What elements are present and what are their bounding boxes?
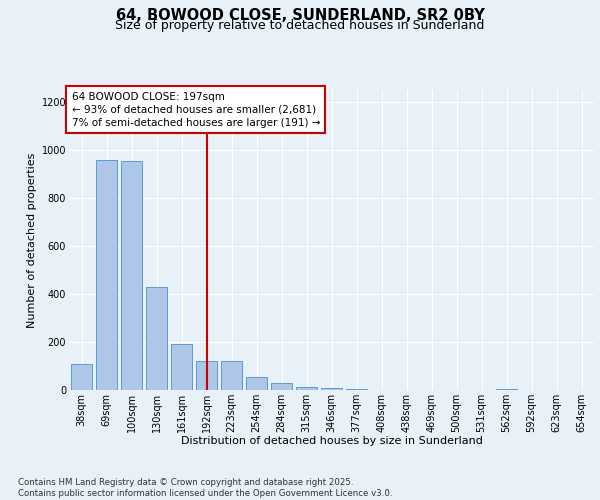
Bar xyxy=(196,361,217,390)
Bar xyxy=(121,161,142,390)
Text: Size of property relative to detached houses in Sunderland: Size of property relative to detached ho… xyxy=(115,19,485,32)
Text: 64 BOWOOD CLOSE: 197sqm
← 93% of detached houses are smaller (2,681)
7% of semi-: 64 BOWOOD CLOSE: 197sqm ← 93% of detache… xyxy=(71,92,320,128)
Bar xyxy=(171,344,192,390)
Text: Contains HM Land Registry data © Crown copyright and database right 2025.
Contai: Contains HM Land Registry data © Crown c… xyxy=(18,478,392,498)
Bar xyxy=(271,384,292,390)
Bar xyxy=(146,287,167,390)
Bar xyxy=(246,377,267,390)
Bar xyxy=(321,388,342,390)
Bar xyxy=(71,364,92,390)
X-axis label: Distribution of detached houses by size in Sunderland: Distribution of detached houses by size … xyxy=(181,436,482,446)
Text: 64, BOWOOD CLOSE, SUNDERLAND, SR2 0BY: 64, BOWOOD CLOSE, SUNDERLAND, SR2 0BY xyxy=(116,8,484,23)
Bar xyxy=(296,386,317,390)
Bar xyxy=(221,361,242,390)
Bar xyxy=(96,160,117,390)
Y-axis label: Number of detached properties: Number of detached properties xyxy=(28,152,37,328)
Bar xyxy=(346,389,367,390)
